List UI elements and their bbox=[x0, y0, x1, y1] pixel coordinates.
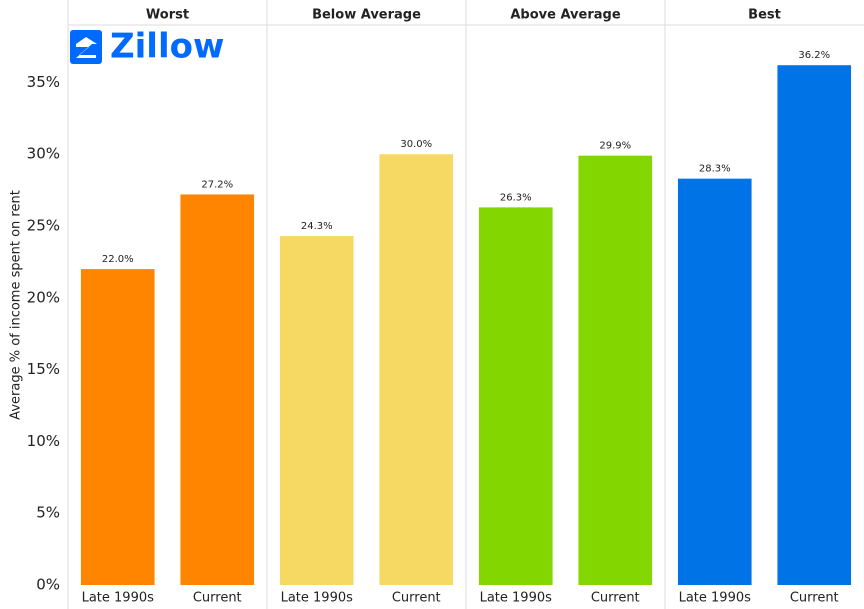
value-label: 27.2% bbox=[201, 179, 233, 190]
bar bbox=[777, 65, 852, 585]
y-tick-label: 5% bbox=[36, 504, 60, 522]
y-tick-label: 25% bbox=[27, 217, 60, 235]
value-label: 30.0% bbox=[400, 139, 432, 150]
panel-title: Best bbox=[748, 8, 781, 23]
y-axis-label: Average % of income spent on rent bbox=[9, 190, 24, 420]
x-tick-label: Late 1990s bbox=[281, 591, 354, 606]
value-label: 26.3% bbox=[500, 192, 532, 203]
logo-glyph bbox=[76, 37, 97, 58]
x-tick-label: Late 1990s bbox=[679, 591, 752, 606]
panel-title: Above Average bbox=[510, 8, 620, 23]
y-tick-label: 0% bbox=[36, 576, 60, 594]
bar bbox=[279, 236, 354, 586]
x-tick-label: Late 1990s bbox=[480, 591, 553, 606]
logo-text: Zillow bbox=[110, 27, 224, 67]
bar bbox=[80, 269, 155, 585]
value-label: 29.9% bbox=[599, 141, 631, 152]
x-tick-label: Current bbox=[790, 591, 839, 606]
y-tick-label: 30% bbox=[27, 145, 60, 163]
value-label: 22.0% bbox=[102, 254, 134, 265]
bar bbox=[379, 154, 454, 585]
x-tick-label: Current bbox=[193, 591, 242, 606]
value-label: 36.2% bbox=[798, 50, 830, 61]
bar bbox=[677, 178, 752, 585]
bar bbox=[180, 194, 255, 585]
x-tick-label: Late 1990s bbox=[82, 591, 155, 606]
panel-title: Below Average bbox=[312, 8, 421, 23]
bar bbox=[478, 207, 553, 585]
panel-title: Worst bbox=[146, 8, 189, 23]
y-tick-label: 35% bbox=[27, 73, 60, 91]
bar bbox=[578, 155, 653, 585]
logo: Zillow bbox=[70, 27, 224, 67]
y-tick-label: 20% bbox=[27, 288, 60, 306]
x-tick-label: Current bbox=[591, 591, 640, 606]
value-label: 24.3% bbox=[301, 221, 333, 232]
value-label: 28.3% bbox=[699, 164, 731, 175]
y-tick-label: 15% bbox=[27, 360, 60, 378]
x-tick-label: Current bbox=[392, 591, 441, 606]
y-tick-label: 10% bbox=[27, 432, 60, 450]
